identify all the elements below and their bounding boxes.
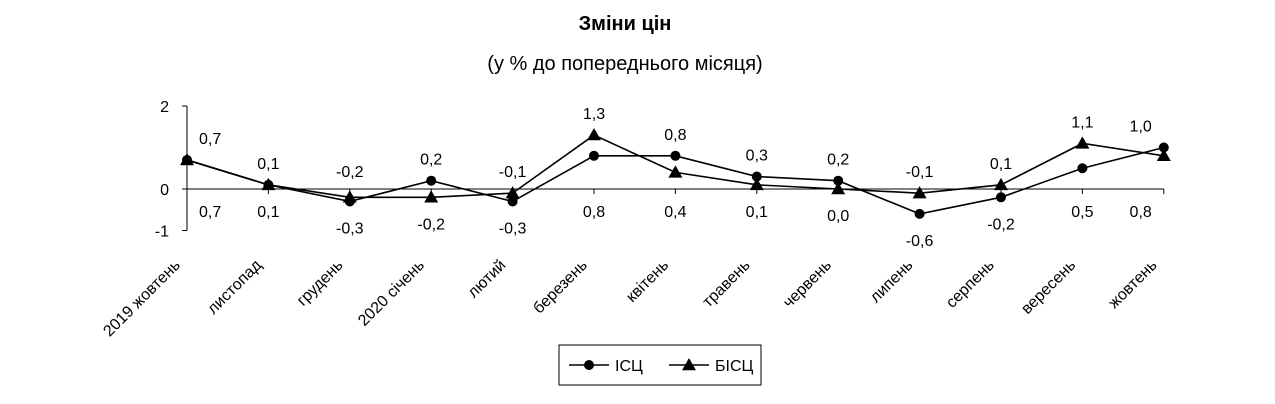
series-1-data-label: 1,3: [583, 106, 605, 123]
series-1-point: [342, 190, 357, 203]
legend-marker-0: [584, 360, 594, 370]
series-0-data-label: 0,8: [583, 204, 605, 221]
y-tick-label: -1: [155, 224, 169, 241]
chart-subtitle: (у % до попереднього місяця): [487, 53, 762, 75]
data-labels: 0,7 0,1 -0,3 0,2 -0,3 0,8 0,8 0,3 0,2 -0,6 -0,2 0,5…: [199, 106, 1152, 250]
series-0-data-label: 0,8: [664, 127, 686, 144]
series-1-point: [505, 186, 520, 199]
series-1-point: [1075, 136, 1090, 149]
series-0-point: [1158, 142, 1169, 153]
series-1-point: [180, 152, 194, 166]
x-tick-label: жовтень: [1105, 257, 1160, 312]
series-1-data-label: -0,2: [336, 164, 364, 181]
legend-label-1: БІСЦ: [715, 358, 754, 375]
series-0-data-label: 0,7: [199, 131, 221, 148]
series-1-point: [749, 177, 764, 191]
legend-marker-1: [682, 358, 696, 371]
series-0-point: [751, 171, 762, 182]
x-tick-label: липень: [867, 257, 917, 307]
series-0-data-label: -0,3: [499, 220, 527, 237]
series-0-data-label: 0,2: [420, 152, 442, 169]
x-tick-label: квітень: [623, 257, 672, 306]
series-1-point: [668, 165, 683, 178]
series-0-point: [833, 175, 844, 186]
x-tick-label: травень: [700, 257, 754, 311]
series-0-point: [914, 208, 925, 219]
x-tick-label: грудень: [294, 257, 347, 310]
x-tick-label: березень: [530, 257, 591, 318]
series-0-data-label: 0,2: [827, 152, 849, 169]
series-1-data-label: -0,1: [906, 164, 934, 181]
x-tick-label: лютий: [465, 257, 510, 302]
series-1-data-label: -0,2: [417, 216, 445, 233]
series-0-data-label: -0,3: [336, 220, 364, 237]
x-tick-label: листопад: [204, 256, 265, 317]
series-0-data-label: -0,6: [906, 233, 934, 250]
series-1-point: [424, 190, 439, 203]
series-1-data-label: 0,1: [257, 204, 279, 221]
series-1-point: [912, 186, 927, 199]
series-1-point: [994, 177, 1008, 191]
series-1-data-label: 0,4: [664, 204, 686, 221]
series-1-point: [261, 177, 276, 191]
series-0-data-label: -0,2: [987, 216, 1015, 233]
series-1-data-label: -0,1: [499, 164, 527, 181]
y-tick-label: 0: [160, 182, 169, 199]
series-0-data-label: 0,5: [1071, 204, 1093, 221]
series-1-data-label: 0,0: [827, 208, 849, 225]
series-1-data-label: 0,1: [990, 156, 1012, 173]
x-tick-label: вересень: [1018, 257, 1079, 318]
series-0-data-label: 0,1: [257, 156, 279, 173]
series-1-data-label: 1,1: [1071, 114, 1093, 131]
series-0-data-label: 0,3: [746, 148, 768, 165]
x-tick-label: серпень: [943, 257, 998, 312]
series-1-data-label: 0,1: [746, 204, 768, 221]
series-0-data-label: 1,0: [1130, 119, 1152, 136]
y-tick-label: 2: [160, 99, 169, 116]
series-0-point: [507, 196, 518, 207]
series-0-point: [670, 150, 681, 161]
x-tick-label: 2020 січень: [355, 257, 428, 330]
series-0-point: [426, 175, 437, 186]
series-1-data-label: 0,8: [1130, 204, 1152, 221]
x-tick-label: 2019 жовтень: [100, 257, 183, 340]
series-0-point: [1077, 163, 1088, 174]
series-1-data-label: 0,7: [199, 204, 221, 221]
series-1-point: [587, 128, 601, 141]
series-1-point: [831, 182, 846, 195]
legend: ІСЦ БІСЦ: [558, 344, 762, 386]
chart-title: Зміни цін: [579, 13, 672, 35]
series-layer: [180, 128, 1171, 219]
x-tick-label: червень: [780, 257, 835, 312]
legend-label-0: ІСЦ: [615, 358, 643, 375]
series-0-point: [589, 150, 599, 161]
series-0-point: [996, 192, 1006, 203]
series-1-point: [1156, 148, 1171, 162]
